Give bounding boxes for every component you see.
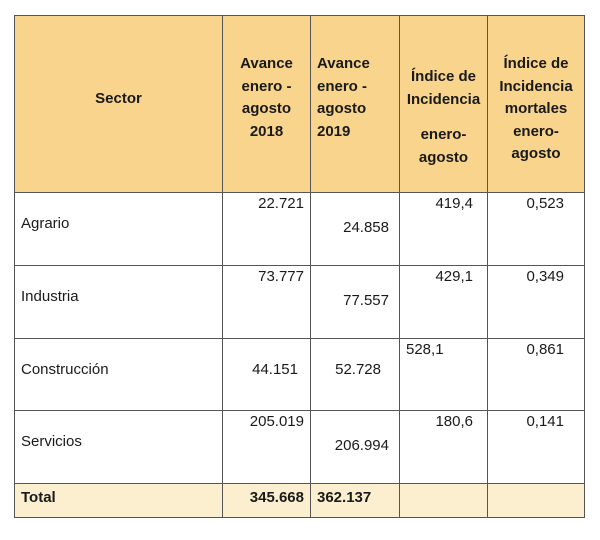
cell-avance-2018: 22.721 bbox=[223, 193, 311, 266]
header-indice-mortales-label: Índice de Incidencia mortales enero- ago… bbox=[499, 55, 573, 162]
total-label-cell: Total bbox=[15, 484, 223, 517]
total-indice-cell bbox=[400, 484, 488, 517]
avance-2018-value: 205.019 bbox=[249, 413, 304, 430]
header-indice-sub: enero- agosto bbox=[418, 126, 469, 166]
total-label: Total bbox=[21, 489, 56, 506]
avance-2018-value: 44.151 bbox=[252, 361, 298, 378]
cell-sector: Servicios bbox=[15, 411, 223, 484]
indice-mortales-value: 0,141 bbox=[526, 413, 564, 430]
cell-avance-2019: 206.994 bbox=[311, 411, 400, 484]
cell-avance-2019: 24.858 bbox=[311, 193, 400, 266]
indice-value: 180,6 bbox=[435, 413, 473, 430]
cell-indice-mortales: 0,141 bbox=[488, 411, 584, 484]
indice-mortales-value: 0,349 bbox=[526, 268, 564, 285]
sector-label: Construcción bbox=[21, 361, 109, 378]
data-table: Sector Avance enero - agosto 2018 Avance… bbox=[14, 15, 585, 518]
cell-avance-2018: 205.019 bbox=[223, 411, 311, 484]
header-sector: Sector bbox=[15, 16, 223, 193]
total-indice-mortales-cell bbox=[488, 484, 584, 517]
header-avance-2018: Avance enero - agosto 2018 bbox=[223, 16, 311, 193]
avance-2019-value: 206.994 bbox=[334, 437, 389, 454]
total-avance-2018-cell: 345.668 bbox=[223, 484, 311, 517]
avance-2019-value: 24.858 bbox=[343, 219, 389, 236]
header-indice: Índice de Incidencia enero- agosto bbox=[400, 16, 488, 193]
cell-avance-2019: 77.557 bbox=[311, 266, 400, 339]
cell-sector: Agrario bbox=[15, 193, 223, 266]
cell-avance-2018: 44.151 bbox=[223, 339, 311, 411]
cell-sector: Construcción bbox=[15, 339, 223, 411]
sector-label: Servicios bbox=[21, 433, 82, 450]
header-avance-2018-label: Avance enero - agosto 2018 bbox=[240, 55, 293, 140]
cell-indice-mortales: 0,861 bbox=[488, 339, 584, 411]
indice-value: 528,1 bbox=[406, 341, 444, 358]
avance-2019-value: 52.728 bbox=[335, 361, 381, 378]
total-avance-2018: 345.668 bbox=[249, 489, 304, 506]
header-indice-label: Índice de Incidencia bbox=[406, 68, 481, 108]
avance-2018-value: 22.721 bbox=[258, 195, 304, 212]
cell-indice: 528,1 bbox=[400, 339, 488, 411]
cell-indice-mortales: 0,349 bbox=[488, 266, 584, 339]
cell-indice: 429,1 bbox=[400, 266, 488, 339]
cell-indice: 180,6 bbox=[400, 411, 488, 484]
header-indice-mortales: Índice de Incidencia mortales enero- ago… bbox=[488, 16, 584, 193]
indice-value: 429,1 bbox=[435, 268, 473, 285]
cell-indice-mortales: 0,523 bbox=[488, 193, 584, 266]
sector-label: Industria bbox=[21, 288, 79, 305]
cell-avance-2019: 52.728 bbox=[311, 339, 400, 411]
total-avance-2019-cell: 362.137 bbox=[311, 484, 400, 517]
indice-value: 419,4 bbox=[435, 195, 473, 212]
cell-indice: 419,4 bbox=[400, 193, 488, 266]
avance-2018-value: 73.777 bbox=[258, 268, 304, 285]
header-avance-2019: Avance enero - agosto 2019 bbox=[311, 16, 400, 193]
total-avance-2019: 362.137 bbox=[317, 489, 372, 506]
header-avance-2019-label: Avance enero - agosto 2019 bbox=[317, 55, 370, 140]
sector-label: Agrario bbox=[21, 215, 70, 232]
header-sector-label: Sector bbox=[95, 90, 142, 107]
indice-mortales-value: 0,523 bbox=[526, 195, 564, 212]
indice-mortales-value: 0,861 bbox=[526, 341, 564, 358]
avance-2019-value: 77.557 bbox=[343, 292, 389, 309]
cell-sector: Industria bbox=[15, 266, 223, 339]
cell-avance-2018: 73.777 bbox=[223, 266, 311, 339]
